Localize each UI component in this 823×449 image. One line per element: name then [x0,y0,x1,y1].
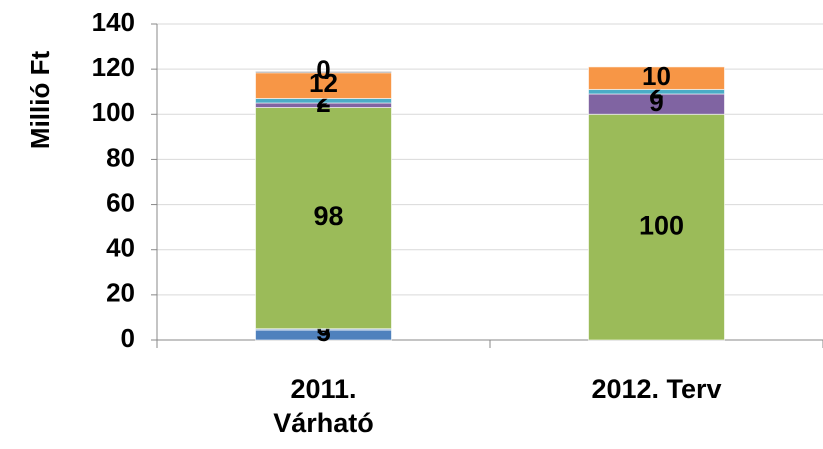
bar-segment [588,113,725,341]
y-tick-label: 60 [106,187,135,217]
data-label: 100 [639,210,684,240]
bar-segment [255,70,392,74]
y-tick-label: 40 [106,233,135,263]
y-tick-label: 100 [92,97,135,127]
data-label: 10 [642,61,671,91]
bar-segment [255,70,392,99]
y-tick-label: 120 [92,52,135,82]
x-tick-label: 2012. Terv [591,374,722,404]
y-tick-label: 80 [106,142,135,172]
y-tick-label: 0 [121,323,135,353]
y-tick-label: 140 [92,7,135,37]
y-axis-label: Millió Ft [25,51,55,150]
data-label: 9 [649,87,663,117]
bar-segment [588,66,725,90]
y-tick-label: 20 [106,278,135,308]
data-label: 0 [316,54,330,84]
bar-segment [255,107,392,330]
data-label: 98 [313,201,343,231]
x-tick-label: 2011. Várható [273,374,374,438]
